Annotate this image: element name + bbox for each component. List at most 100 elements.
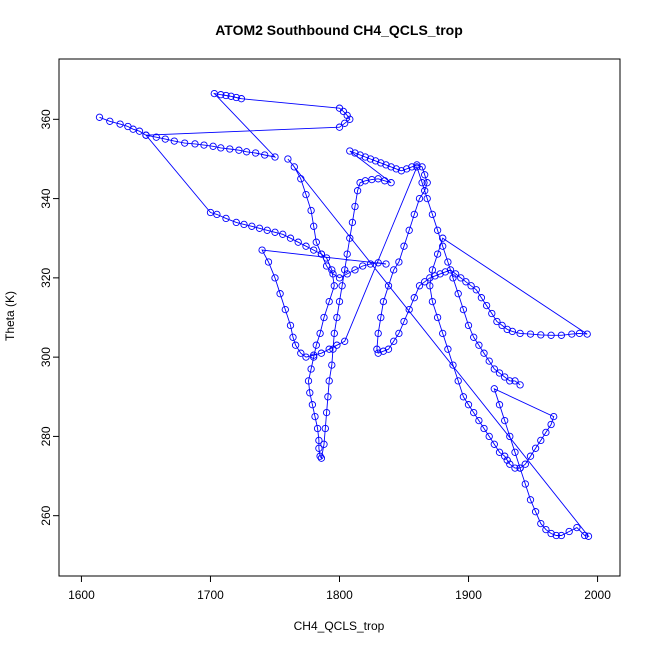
data-point <box>421 187 429 195</box>
y-tick-label: 320 <box>39 268 53 288</box>
data-point <box>542 428 550 437</box>
data-point <box>374 329 382 338</box>
data-point <box>322 408 331 417</box>
data-point <box>547 420 555 429</box>
data-point <box>557 331 566 339</box>
data-point <box>480 349 488 357</box>
data-point <box>263 226 271 234</box>
y-tick-label: 300 <box>39 347 53 367</box>
data-point <box>317 349 326 357</box>
data-point <box>356 179 364 187</box>
data-point <box>276 290 284 298</box>
data-point <box>237 95 246 103</box>
data-point <box>428 297 437 306</box>
data-point <box>373 345 381 353</box>
data-point <box>501 452 509 460</box>
data-point <box>310 222 318 230</box>
y-axis-label: Theta (K) <box>3 291 17 341</box>
data-point <box>348 218 357 227</box>
data-point <box>106 117 114 125</box>
data-point <box>459 305 468 314</box>
data-point <box>302 353 310 361</box>
data-point <box>516 381 524 389</box>
data-point <box>451 270 460 278</box>
data-point <box>488 309 496 318</box>
data-point <box>379 297 388 306</box>
data-point <box>374 175 382 183</box>
data-point <box>379 347 388 355</box>
data-point <box>240 220 248 229</box>
data-point <box>271 274 279 282</box>
data-point <box>235 146 243 154</box>
data-point <box>284 155 292 163</box>
data-point <box>129 125 137 133</box>
data-point <box>426 274 434 282</box>
data-point <box>459 393 468 401</box>
data-point <box>316 329 324 338</box>
data-point <box>475 341 483 349</box>
data-point <box>264 258 273 266</box>
data-point <box>467 282 475 290</box>
data-point <box>366 155 375 163</box>
data-point <box>410 294 418 302</box>
data-point <box>351 202 359 211</box>
plot-frame <box>58 58 621 577</box>
data-point <box>232 218 240 227</box>
data-point <box>286 234 295 242</box>
x-axis-label: CH4_QCLS_trop <box>294 619 385 633</box>
data-point <box>142 131 150 139</box>
data-point <box>341 337 349 345</box>
data-point <box>400 317 408 326</box>
data-point <box>575 329 584 338</box>
data-point <box>335 274 344 282</box>
data-point <box>315 436 323 445</box>
data-point <box>495 448 504 456</box>
data-point <box>321 424 329 433</box>
data-point <box>431 272 439 280</box>
data-point <box>395 258 403 266</box>
data-point <box>320 440 328 448</box>
data-point <box>302 242 310 250</box>
data-point <box>462 278 470 286</box>
data-point <box>222 214 230 223</box>
data-point <box>441 268 449 276</box>
data-point <box>200 141 208 149</box>
data-point <box>310 246 318 254</box>
data-point <box>343 111 351 120</box>
data-point <box>343 250 351 258</box>
data-point <box>495 401 504 409</box>
data-point <box>439 329 447 338</box>
x-tick-label: 1900 <box>455 588 482 602</box>
data-point <box>152 133 160 141</box>
data-point <box>333 313 341 322</box>
data-point <box>353 187 362 195</box>
data-point <box>312 341 320 349</box>
data-point <box>304 377 313 385</box>
data-point <box>289 333 297 341</box>
data-point <box>410 210 418 219</box>
data-point <box>226 145 234 153</box>
data-point <box>537 331 545 339</box>
data-point <box>526 496 535 504</box>
data-point <box>313 424 322 433</box>
data-point <box>428 266 437 274</box>
plot-area <box>95 89 593 540</box>
data-point <box>402 165 411 173</box>
data-point <box>464 401 473 409</box>
data-point <box>454 290 462 298</box>
x-tick-label: 1700 <box>197 588 224 602</box>
data-point <box>428 210 437 219</box>
data-point <box>449 274 457 282</box>
data-point <box>449 361 457 369</box>
data-point <box>248 222 256 230</box>
x-tick-label: 2000 <box>584 588 611 602</box>
data-point <box>537 436 545 445</box>
data-point <box>135 127 144 135</box>
data-point <box>322 262 331 270</box>
data-point <box>346 115 354 123</box>
data-point <box>439 242 447 250</box>
data-point <box>426 282 434 290</box>
data-point <box>116 120 124 128</box>
data-point <box>310 351 318 359</box>
